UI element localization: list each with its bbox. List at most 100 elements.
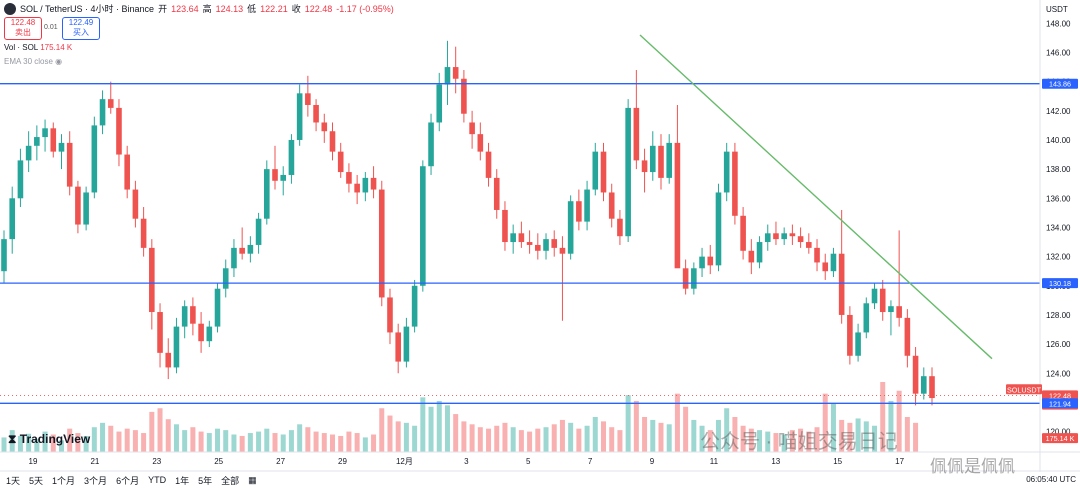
price-axis[interactable]: USDT120.00122.00124.00126.00128.00130.00…: [1006, 0, 1080, 472]
candle-body: [838, 253, 845, 315]
volume-bars: [1, 382, 919, 452]
price-label[interactable]: 121.94: [1049, 399, 1071, 408]
candle-body: [723, 151, 730, 193]
price-tick-label: 146.00: [1046, 48, 1071, 57]
time-tick-label: 12月: [396, 457, 413, 466]
volume-bar: [830, 403, 836, 452]
price-tick-label: 140.00: [1046, 136, 1071, 145]
volume-bar: [617, 430, 623, 452]
timeframe-6[interactable]: 1年: [175, 475, 190, 486]
volume-bar: [847, 422, 853, 452]
candle-body: [863, 303, 870, 333]
candle-body: [34, 137, 40, 146]
volume-bar: [280, 434, 286, 452]
timeframe-1[interactable]: 5天: [29, 475, 44, 486]
candle-body: [222, 268, 229, 289]
candle-body: [255, 218, 262, 245]
low-value: 122.21: [260, 3, 288, 14]
candle-body: [600, 151, 607, 193]
volume-bar: [132, 430, 138, 452]
descending-trendline[interactable]: [639, 34, 993, 360]
timeframe-3[interactable]: 3个月: [84, 475, 108, 486]
volume-bar: [740, 425, 746, 452]
volume-bar: [116, 431, 122, 452]
time-axis[interactable]: 19 21 23 25 27 29 12月 3 5 7 9 11 13 15 17: [0, 451, 1080, 472]
timeframe-5[interactable]: YTD: [148, 475, 167, 485]
volume-bar: [453, 414, 459, 452]
volume-bar: [34, 438, 40, 452]
volume-bar: [264, 428, 270, 452]
timeframe-0[interactable]: 1天: [6, 475, 21, 486]
price-tick-label: 136.00: [1046, 194, 1071, 203]
price-label[interactable]: 130.18: [1049, 279, 1071, 288]
volume-bar: [896, 390, 902, 452]
timeframe-2[interactable]: 1个月: [52, 475, 76, 486]
volume-bar: [165, 419, 171, 452]
candle-body: [83, 192, 89, 225]
timeframe-7[interactable]: 5年: [198, 475, 213, 486]
timeframe-4[interactable]: 6个月: [116, 475, 140, 486]
ema-legend[interactable]: EMA 30 close ◉: [4, 57, 62, 66]
sell-button[interactable]: 122.48 卖出: [4, 17, 42, 40]
candle-body: [773, 233, 779, 240]
candle-body: [354, 183, 360, 193]
candle-body: [567, 201, 574, 254]
time-tick-label: 3: [464, 457, 469, 466]
price-label[interactable]: 143.86: [1049, 80, 1071, 89]
candle-body: [436, 84, 443, 123]
candle-body: [50, 128, 57, 152]
candle-body: [321, 122, 328, 132]
volume-bar: [403, 422, 409, 452]
volume-bar: [75, 433, 81, 452]
volume-bar: [650, 419, 656, 452]
volume-bar: [173, 424, 179, 452]
time-tick-label: 9: [650, 457, 655, 466]
buy-price: 122.49: [68, 18, 94, 27]
candle-body: [337, 151, 344, 173]
volume-bar: [576, 428, 582, 452]
volume-bar: [658, 422, 664, 452]
price-tick-label: 134.00: [1046, 223, 1071, 232]
candle-body: [247, 244, 254, 254]
horizontal-levels[interactable]: [0, 83, 1040, 404]
sell-price: 122.48: [10, 18, 36, 27]
eye-icon[interactable]: ◉: [55, 57, 63, 66]
trendline[interactable]: [639, 34, 993, 360]
volume-bar: [420, 397, 426, 452]
volume-bar: [1, 437, 7, 452]
utc-clock[interactable]: 06:05:40 UTC: [1026, 475, 1076, 484]
price-label[interactable]: 175.14 K: [1046, 434, 1075, 443]
price-tick-label: 132.00: [1046, 253, 1071, 262]
high-value: 124.13: [215, 3, 244, 14]
price-tick-label: 138.00: [1046, 165, 1071, 174]
calendar-icon[interactable]: ▦: [248, 474, 257, 485]
volume-bar: [329, 434, 335, 452]
candle-body: [781, 233, 787, 240]
candle-body: [411, 285, 418, 327]
price-tick-label: 124.00: [1046, 369, 1071, 378]
price-label[interactable]: 122.48: [1049, 391, 1071, 400]
candle-body: [888, 306, 894, 313]
volume-bar: [765, 431, 771, 452]
symbol-title[interactable]: SOL / TetherUS · 4小时 · Binance: [20, 4, 155, 14]
candle-body: [847, 314, 853, 356]
candle-body: [140, 218, 147, 248]
timeframe-toolbar: 1天 5天 1个月 3个月 6个月 YTD 1年 5年 全部 ▦ 06:05:40 UTC: [0, 472, 1080, 488]
volume-bar: [535, 428, 541, 452]
timeframe-8[interactable]: 全部: [221, 475, 240, 486]
volume-legend[interactable]: Vol · SOL 175.14 K: [4, 43, 72, 52]
volume-bar: [666, 424, 672, 452]
candle-body: [403, 326, 410, 362]
candle-body: [806, 242, 812, 248]
tradingview-text: TradingView: [19, 432, 91, 446]
candle-body: [362, 177, 369, 193]
volume-bar: [609, 427, 615, 452]
price-label[interactable]: SOLUSDT: [1007, 385, 1042, 394]
buy-button[interactable]: 122.49 买入: [62, 17, 100, 40]
candle-body: [444, 67, 451, 85]
volume-bar: [198, 431, 204, 452]
volume-bar: [855, 418, 861, 452]
volume-bar: [494, 425, 500, 452]
volume-bar: [428, 406, 434, 452]
